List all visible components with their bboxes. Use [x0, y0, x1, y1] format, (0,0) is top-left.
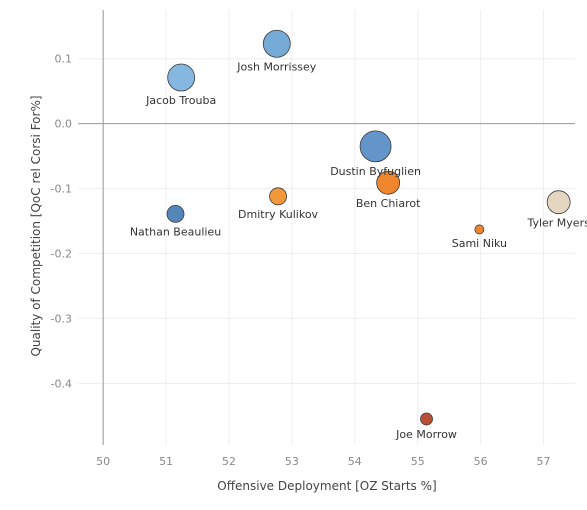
data-point	[420, 412, 433, 426]
x-tick-label: 57	[537, 455, 551, 468]
x-tick-label: 52	[222, 455, 236, 468]
point-label: Ben Chiarot	[356, 197, 421, 210]
data-points	[166, 29, 571, 426]
y-axis-title: Quality of Competition [QoC rel Corsi Fo…	[29, 95, 43, 356]
data-point	[167, 63, 196, 92]
x-axis-ticks: 50 51 52 53 54 55 56 57	[96, 455, 550, 468]
grid	[78, 10, 575, 445]
point-label: Tyler Myers	[526, 217, 587, 230]
x-tick-label: 55	[411, 455, 425, 468]
y-tick-label: -0.3	[51, 312, 72, 325]
point-label: Dmitry Kulikov	[238, 208, 319, 221]
y-tick-label: 0.0	[55, 118, 73, 131]
point-label: Josh Morrissey	[236, 60, 317, 73]
point-label: Dustin Byfuglien	[330, 165, 421, 178]
data-point	[269, 187, 287, 206]
x-tick-label: 56	[474, 455, 488, 468]
zero-lines	[78, 10, 575, 445]
y-tick-label: 0.1	[55, 53, 73, 66]
point-label: Sami Niku	[452, 237, 507, 250]
data-point	[262, 29, 291, 58]
x-tick-label: 53	[285, 455, 299, 468]
y-tick-label: -0.2	[51, 247, 72, 260]
data-point	[474, 224, 485, 235]
data-point	[376, 170, 401, 195]
x-tick-label: 54	[348, 455, 362, 468]
y-tick-label: -0.1	[51, 183, 72, 196]
data-point	[546, 190, 571, 215]
data-point	[359, 130, 392, 163]
data-point	[166, 204, 185, 223]
y-axis-ticks: 0.1 0.0 -0.1 -0.2 -0.3 -0.4	[51, 53, 72, 391]
point-labels: Josh Morrissey Jacob Trouba Dustin Byfugli…	[130, 60, 587, 441]
point-label: Jacob Trouba	[145, 94, 216, 107]
x-axis-title: Offensive Deployment [OZ Starts %]	[217, 479, 436, 493]
point-label: Joe Morrow	[395, 428, 457, 441]
y-tick-label: -0.4	[51, 377, 72, 390]
x-tick-label: 51	[159, 455, 173, 468]
x-tick-label: 50	[96, 455, 110, 468]
point-label: Nathan Beaulieu	[130, 225, 221, 238]
